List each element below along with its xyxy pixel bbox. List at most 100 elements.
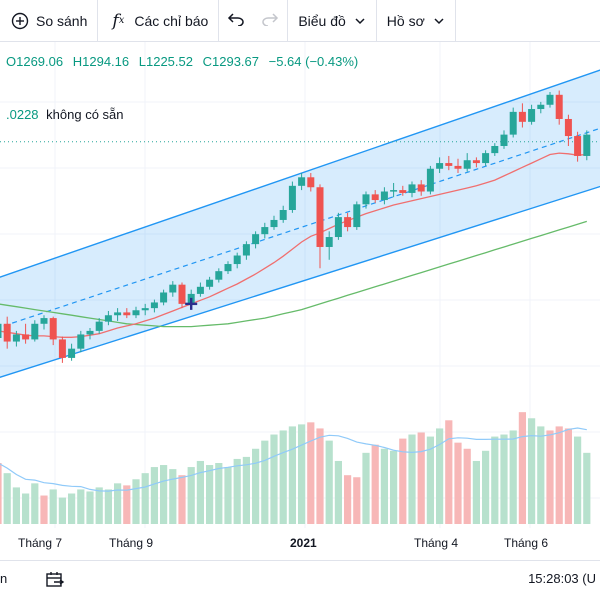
volume-bar — [261, 440, 269, 524]
volume-bar — [169, 469, 177, 524]
candle-body — [279, 210, 287, 220]
chart-menu-label: Biểu đồ — [298, 12, 346, 29]
indicator-status: không có sẵn — [46, 107, 124, 122]
volume-bar — [123, 485, 131, 524]
volume-bar — [40, 495, 48, 524]
candle-body — [316, 187, 324, 247]
volume-bar — [482, 450, 490, 524]
candle-body — [31, 323, 39, 340]
volume-bar — [224, 467, 232, 524]
time-axis-label: Tháng 9 — [109, 536, 154, 550]
volume-bar — [288, 426, 296, 524]
candle-body — [408, 184, 416, 193]
clock-readout: 15:28:03 (U — [528, 571, 596, 586]
candle-body — [426, 168, 434, 192]
redo-button[interactable] — [253, 0, 287, 42]
volume-bar — [242, 456, 250, 524]
volume-bar — [307, 422, 315, 524]
volume-bar — [316, 428, 324, 524]
time-axis-label: Tháng 6 — [504, 536, 549, 550]
candle-body — [12, 334, 20, 342]
candle-body — [436, 163, 444, 169]
candle-body — [325, 237, 333, 247]
indicators-label: Các chỉ báo — [134, 12, 209, 29]
volume-bar — [436, 428, 444, 524]
candle-body — [141, 308, 149, 311]
ma-fast-line — [0, 152, 587, 338]
volume-bar — [546, 430, 554, 524]
volume-bar — [500, 434, 508, 524]
candle-body — [270, 219, 278, 228]
volume-bar — [445, 420, 453, 524]
candle-body — [49, 318, 57, 340]
candle-body — [150, 302, 158, 309]
time-axis-label: Tháng 4 — [414, 536, 459, 550]
candle-body — [3, 323, 11, 342]
toolbar-divider — [218, 0, 220, 42]
volume-bar — [390, 450, 398, 524]
volume-bar — [160, 465, 168, 524]
candle-body — [160, 292, 168, 303]
candle-body — [371, 194, 379, 201]
time-axis[interactable]: Tháng 7 Tháng 9 2021 Tháng 4 Tháng 6 — [0, 528, 600, 556]
candle-body — [196, 286, 204, 294]
volume-bar — [509, 430, 517, 524]
volume-bar — [491, 436, 499, 524]
compare-button[interactable]: So sánh — [0, 0, 97, 42]
volume-bar — [408, 434, 416, 524]
volume-bar — [399, 438, 407, 524]
volume-bar — [270, 434, 278, 524]
volume-bar — [0, 463, 2, 524]
compare-label: So sánh — [36, 12, 88, 29]
regression-channel-fill — [0, 70, 600, 378]
candle-body — [58, 339, 66, 358]
volume-bar — [206, 465, 214, 524]
channel-middle-line — [0, 127, 600, 328]
volume-bar — [114, 483, 122, 524]
timeframe-label[interactable]: n — [0, 571, 8, 586]
candle-body — [500, 134, 508, 146]
candle-body — [334, 217, 342, 238]
channel-lower-line — [0, 185, 600, 378]
volume-bar — [141, 473, 149, 524]
candle-body — [417, 184, 425, 192]
volume-bar — [187, 467, 195, 524]
candle-body — [178, 284, 186, 304]
candle-body — [40, 318, 48, 324]
candle-body — [132, 310, 140, 316]
ohlc-open: O1269.06 — [6, 54, 64, 69]
ohlc-low: L1225.52 — [138, 54, 193, 69]
candle-body — [583, 134, 591, 156]
profile-menu-label: Hồ sơ — [386, 12, 425, 29]
candle-body — [206, 279, 214, 287]
undo-button[interactable] — [219, 0, 253, 42]
volume-bar — [150, 467, 158, 524]
volume-bar — [233, 458, 241, 524]
volume-bar — [564, 428, 572, 524]
volume-bar — [463, 448, 471, 524]
volume-bar — [583, 452, 591, 524]
volume-bar — [196, 460, 204, 524]
candle-body — [104, 315, 112, 322]
candle-body — [0, 323, 2, 338]
candle-body — [528, 109, 536, 122]
volume-bar — [353, 477, 361, 524]
volume-bar — [132, 479, 140, 524]
volume-bar — [380, 448, 388, 524]
volume-bar — [3, 473, 11, 524]
volume-bar — [215, 463, 223, 524]
price-chart[interactable] — [0, 42, 600, 528]
ohlc-legend: O1269.06 H1294.16 L1225.52 C1293.67 −5.6… — [6, 54, 364, 69]
candle-body — [555, 94, 563, 119]
candle-body — [491, 146, 499, 154]
volume-bar — [31, 483, 39, 524]
profile-menu-button[interactable]: Hồ sơ — [377, 0, 455, 42]
chart-menu-button[interactable]: Biểu đồ — [288, 0, 375, 42]
candle-body — [288, 185, 296, 210]
candle-body — [509, 111, 517, 135]
volume-bar — [528, 418, 536, 524]
date-range-icon[interactable] — [44, 569, 66, 591]
volume-bar — [555, 426, 563, 524]
